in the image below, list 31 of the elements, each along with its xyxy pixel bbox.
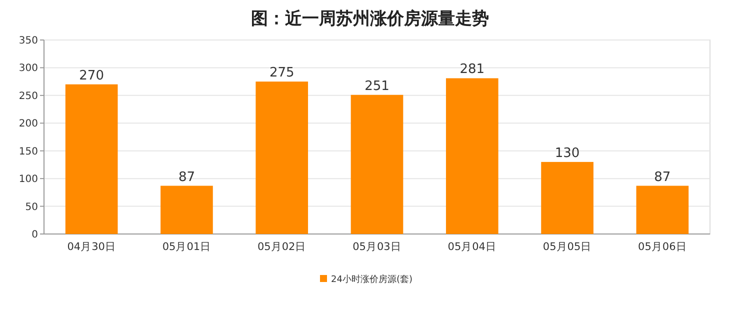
y-tick-label: 200 bbox=[18, 118, 38, 130]
bar bbox=[65, 84, 118, 234]
bar bbox=[446, 78, 498, 234]
y-tick-label: 50 bbox=[25, 202, 38, 213]
legend-label: 24小时涨价房源(套) bbox=[331, 274, 412, 285]
x-tick-label: 05月06日 bbox=[638, 241, 687, 253]
x-tick-label: 05月02日 bbox=[257, 241, 306, 253]
x-tick-label: 05月04日 bbox=[448, 241, 497, 253]
bar bbox=[350, 94, 404, 234]
bar bbox=[636, 186, 689, 234]
x-tick-label: 05月01日 bbox=[162, 241, 212, 253]
bar bbox=[256, 82, 308, 234]
data-label: 130 bbox=[554, 146, 580, 161]
x-tick-label: 04月30日 bbox=[67, 241, 116, 253]
y-tick-label: 0 bbox=[32, 230, 38, 240]
y-tick-label: 100 bbox=[18, 174, 38, 186]
data-label: 275 bbox=[269, 66, 294, 81]
x-tick-label: 05月03日 bbox=[352, 241, 402, 253]
y-tick-label: 150 bbox=[18, 146, 38, 158]
data-label: 270 bbox=[79, 68, 104, 84]
data-label: 87 bbox=[654, 170, 671, 185]
chart-title: 图：近一周苏州涨价房源量走势 bbox=[251, 9, 489, 29]
data-label: 281 bbox=[460, 62, 485, 78]
y-tick-label: 350 bbox=[18, 36, 38, 46]
y-tick-label: 250 bbox=[18, 90, 38, 102]
y-tick-label: 300 bbox=[18, 63, 38, 74]
bar bbox=[160, 186, 213, 234]
bar bbox=[541, 162, 594, 234]
data-label: 251 bbox=[364, 78, 390, 94]
x-tick-label: 05月05日 bbox=[542, 241, 592, 253]
data-label: 87 bbox=[178, 170, 195, 185]
